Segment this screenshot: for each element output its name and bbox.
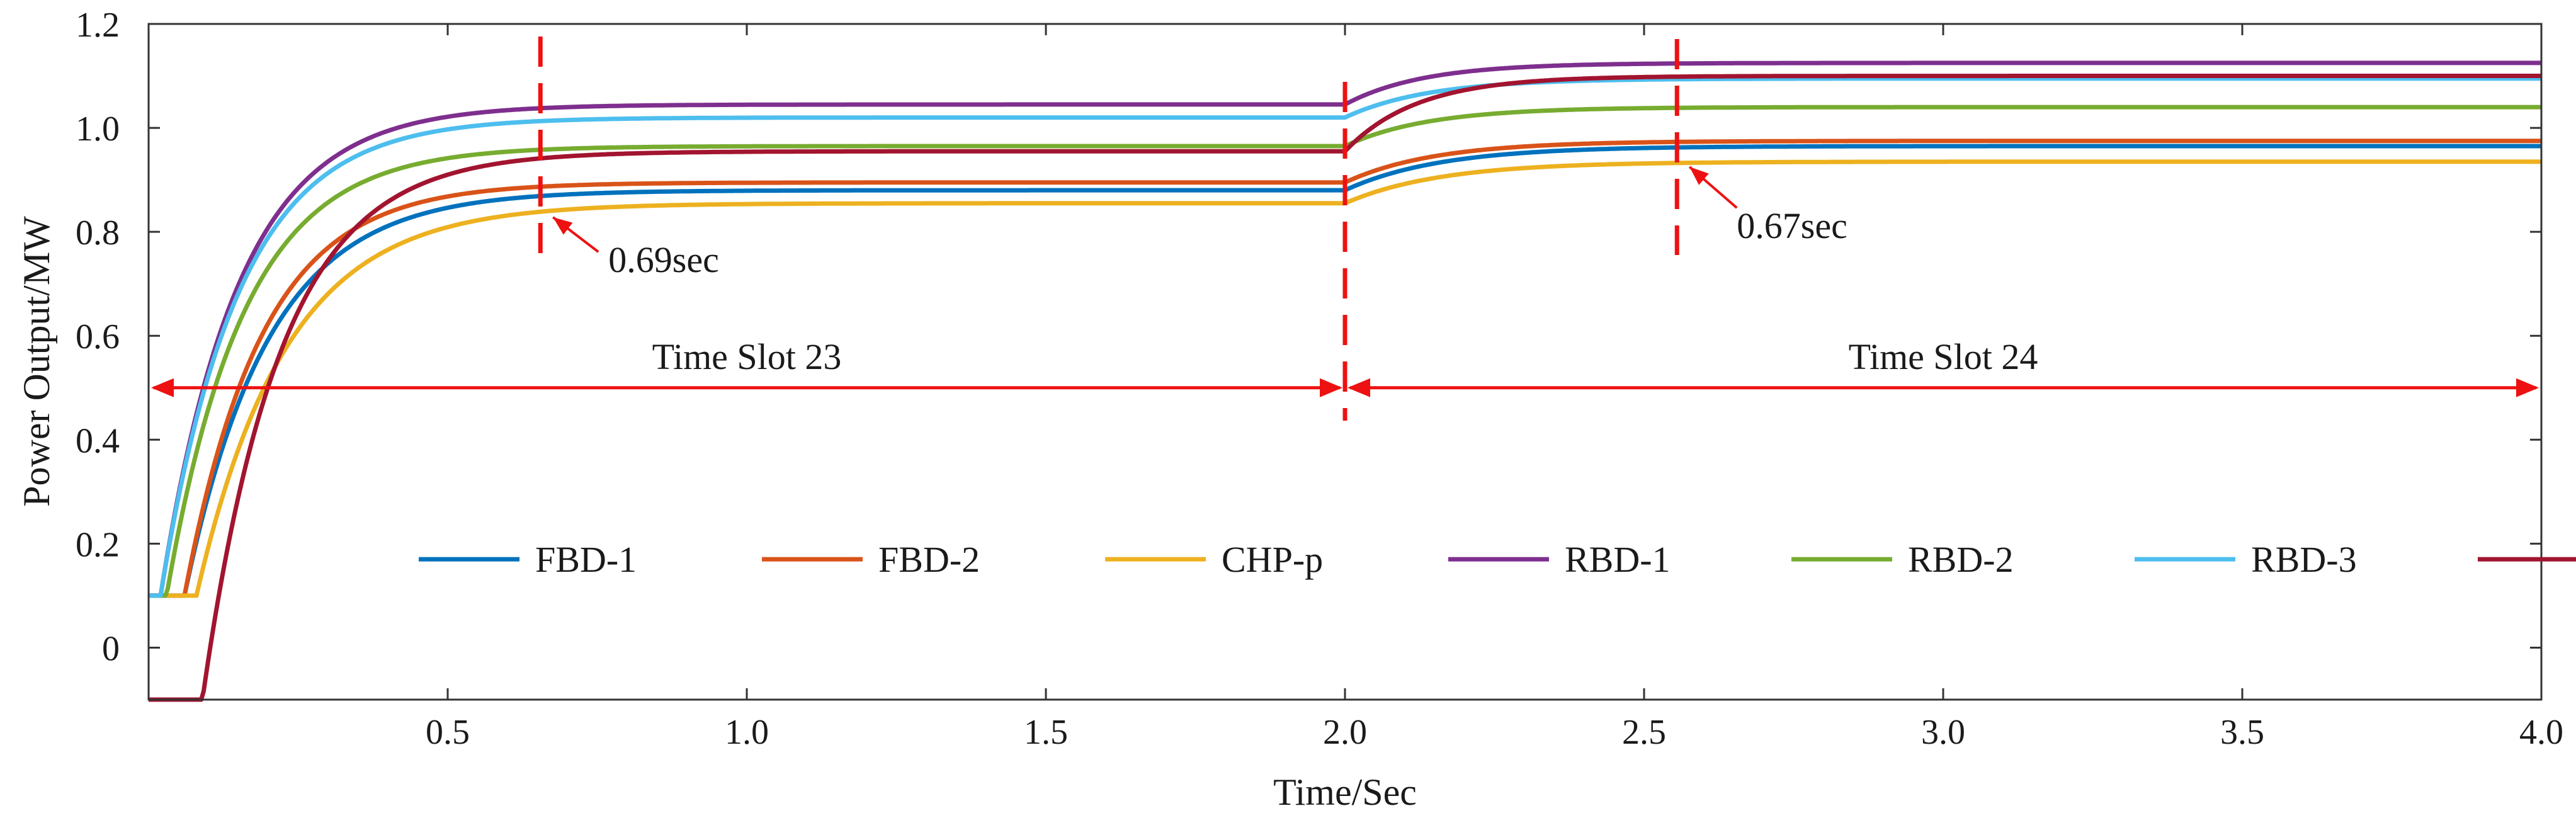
slot-23-right-arrowhead (1320, 378, 1342, 397)
callout-1-head (553, 217, 573, 235)
legend-label-fbd-2: FBD-2 (878, 539, 980, 580)
x-tick-label: 4.0 (2519, 713, 2563, 752)
legend-label-chp-p: CHP-p (1222, 539, 1323, 580)
axis-ticks: 0.5 1.0 1.5 2.0 2.5 3.0 3.5 4.0 0 0.2 0.4 0.6 0.8 1.0… (76, 6, 2563, 752)
x-tick-label: 1.0 (725, 713, 769, 752)
y-tick-label: 0.2 (76, 525, 120, 564)
legend-label-fbd-1: FBD-1 (535, 539, 637, 580)
slot-23-left-arrowhead (151, 378, 174, 397)
annotations: Time Slot 23 Time Slot 24 0.69sec 0.67sec (151, 37, 2539, 421)
x-axis-title: Time/Sec (1273, 771, 1417, 813)
slot-23-label: Time Slot 23 (652, 336, 842, 377)
legend-label-rbd-3: RBD-3 (2251, 539, 2357, 580)
y-tick-label: 0.6 (76, 317, 120, 356)
y-tick-label: 1.0 (76, 110, 120, 149)
marker-2-label: 0.67sec (1737, 205, 1847, 246)
y-tick-label: 0.4 (76, 421, 120, 460)
callout-2-head (1689, 167, 1709, 185)
y-axis-title: Power Output/MW (16, 216, 57, 507)
x-tick-label: 2.5 (1622, 713, 1666, 752)
x-tick-label: 1.5 (1024, 713, 1068, 752)
x-tick-label: 3.0 (1921, 713, 1965, 752)
x-tick-label: 3.5 (2220, 713, 2264, 752)
legend-label-rbd-2: RBD-2 (1908, 539, 2014, 580)
y-tick-label: 1.2 (76, 6, 120, 45)
series-line-rbd-3 (149, 76, 2541, 598)
slot-24-right-arrowhead (2516, 378, 2539, 397)
y-tick-label: 0.8 (76, 213, 120, 253)
legend-label-rbd-1: RBD-1 (1565, 539, 1671, 580)
slot-24-left-arrowhead (1348, 378, 1370, 397)
x-tick-label: 0.5 (426, 713, 470, 752)
marker-1-label: 0.69sec (608, 239, 719, 280)
y-tick-label: 0 (102, 629, 120, 668)
x-tick-label: 2.0 (1323, 713, 1367, 752)
slot-24-label: Time Slot 24 (1849, 336, 2038, 377)
